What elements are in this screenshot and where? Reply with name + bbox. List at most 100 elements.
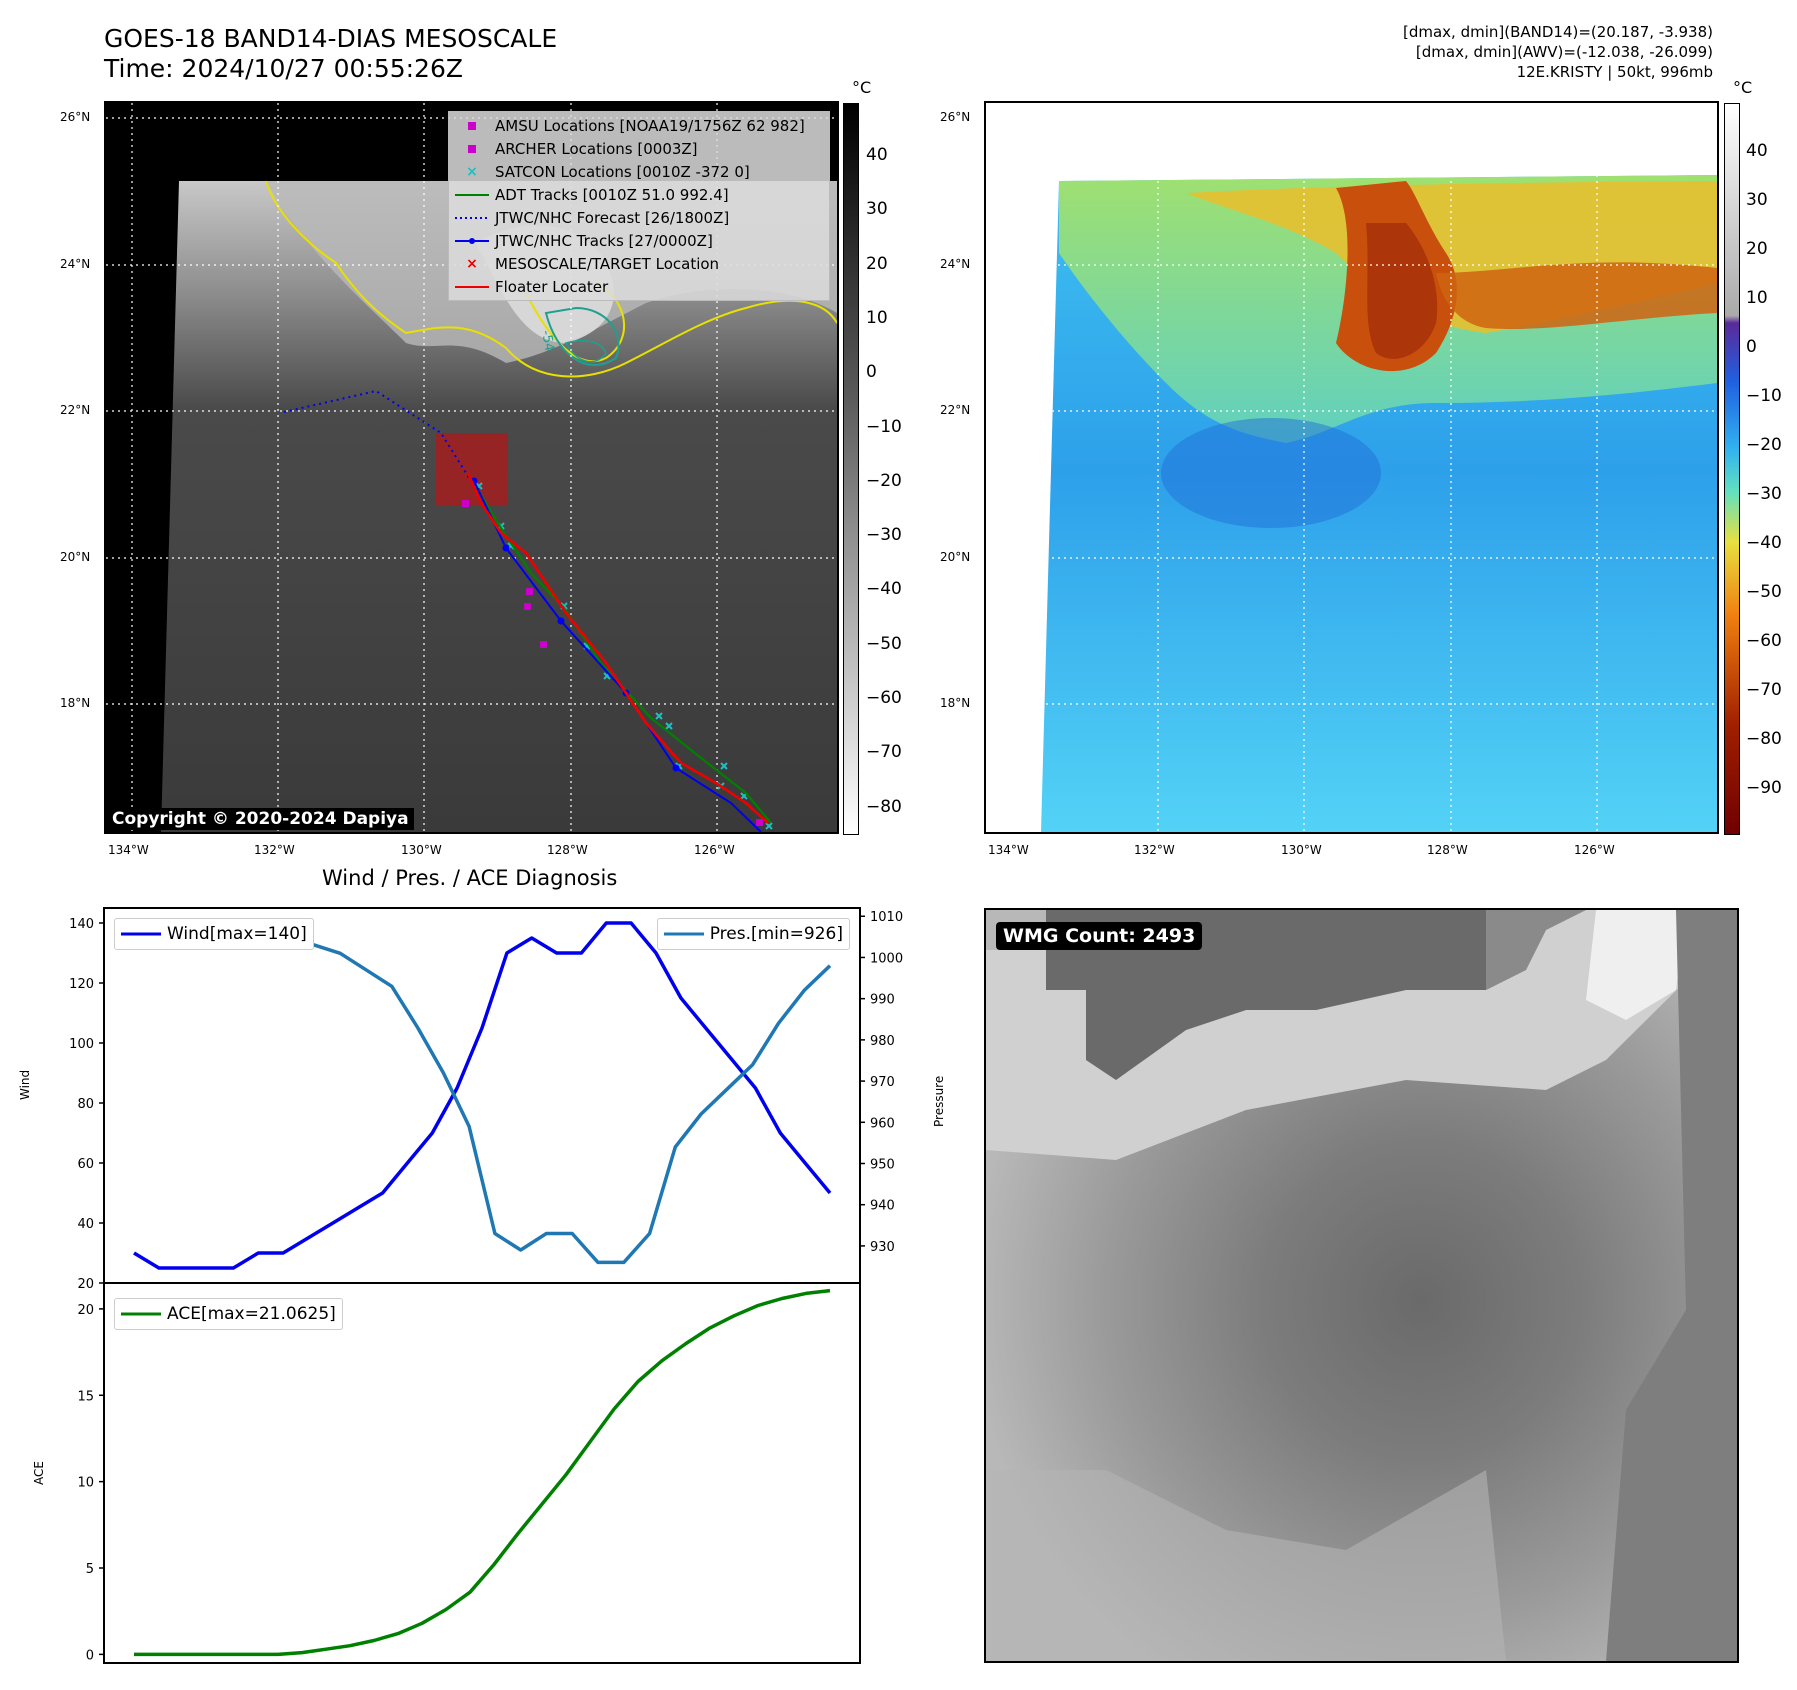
ir-map-panel: -54 bbox=[104, 101, 839, 834]
pressure-axis-tick-label: 950 bbox=[870, 1157, 895, 1172]
wind-axis-tick-label: 60 bbox=[77, 1157, 94, 1172]
ace-series-line bbox=[134, 1288, 831, 1657]
wv-colorbar-tick: 10 bbox=[1746, 288, 1768, 308]
line-icon bbox=[455, 285, 489, 288]
ir-colorbar-tick: −60 bbox=[866, 688, 902, 708]
ace-legend: ACE[max=21.0625] bbox=[114, 1298, 343, 1330]
ir-colorbar bbox=[843, 103, 859, 835]
diag-panel: 140 120 100 80 60 40 20 1010 1000 990 980 970 960 950… bbox=[69, 907, 903, 1664]
ir-colorbar-tick: 0 bbox=[866, 362, 877, 383]
dotted-line-icon bbox=[455, 216, 489, 219]
wind-axis-tick-label: 100 bbox=[69, 1037, 94, 1052]
square-marker-icon bbox=[468, 121, 476, 130]
lat-label: 20°N bbox=[60, 550, 91, 564]
ir-colorbar-tick: 30 bbox=[866, 199, 888, 220]
legend-item-floater: Floater Locater bbox=[449, 275, 829, 298]
lat-label: 26°N bbox=[60, 110, 91, 124]
wv-colorbar-tick: −70 bbox=[1746, 680, 1782, 700]
wind-axis-tick-label: 40 bbox=[77, 1217, 94, 1232]
ace-axis-tick-label: 5 bbox=[86, 1562, 94, 1577]
legend-item-adt: ADT Tracks [0010Z 51.0 992.4] bbox=[449, 183, 829, 206]
wv-colorbar-tick: −80 bbox=[1746, 729, 1782, 749]
title-line-1: GOES-18 BAND14-DIAS MESOSCALE bbox=[104, 24, 558, 53]
pres-legend: Pres.[min=926] bbox=[656, 918, 850, 950]
ir-colorbar-tick: 20 bbox=[866, 253, 888, 274]
wind-legend: Wind[max=140] bbox=[114, 918, 314, 950]
line-dot-icon bbox=[455, 237, 489, 244]
wv-colorbar-unit: °C bbox=[1733, 78, 1753, 97]
pressure-axis-tick-label: 970 bbox=[870, 1075, 895, 1090]
pressure-series-line bbox=[134, 926, 832, 1265]
info-line-3: 12E.KRISTY | 50kt, 996mb bbox=[1516, 63, 1713, 81]
wv-colorbar-tick: −30 bbox=[1746, 484, 1782, 504]
wv-colorbar-tick: −50 bbox=[1746, 582, 1782, 602]
wv-colorbar-tick: −60 bbox=[1746, 631, 1782, 651]
wind-axis-tick-label: 20 bbox=[77, 1277, 94, 1292]
lon-label: 132°W bbox=[254, 843, 295, 857]
ace-axis-label: ACE bbox=[32, 1461, 46, 1485]
lat-label: 26°N bbox=[940, 110, 971, 124]
ir-colorbar-tick: −50 bbox=[866, 633, 902, 654]
ace-axis-tick-label: 0 bbox=[86, 1648, 94, 1663]
target-box bbox=[436, 433, 508, 505]
wv-colorbar-tick: −90 bbox=[1746, 778, 1782, 798]
legend-item-target: × MESOSCALE/TARGET Location bbox=[466, 254, 720, 273]
lon-label: 134°W bbox=[988, 843, 1029, 857]
wv-map-image bbox=[986, 103, 1717, 832]
wind-axis-tick-label: 80 bbox=[77, 1097, 94, 1112]
legend-item-satcon: × SATCON Locations [0010Z -372 0] bbox=[466, 162, 750, 181]
pressure-axis-tick-label: 930 bbox=[870, 1240, 895, 1255]
pressure-axis-tick-label: 960 bbox=[870, 1116, 895, 1131]
pressure-axis-tick-label: 980 bbox=[870, 1034, 895, 1049]
title-line-2: Time: 2024/10/27 00:55:26Z bbox=[104, 54, 463, 83]
wv-colorbar bbox=[1724, 103, 1740, 835]
ir-colorbar-tick: −10 bbox=[866, 416, 902, 437]
square-marker-icon bbox=[468, 144, 476, 153]
pressure-axis-label: Pressure bbox=[932, 1075, 946, 1127]
wmg-image bbox=[986, 910, 1737, 1661]
wind-axis-tick-label: 120 bbox=[69, 977, 94, 992]
ace-axis-tick-label: 20 bbox=[77, 1303, 94, 1318]
diag-chart: 1401201008060402010101000990980970960950… bbox=[69, 907, 903, 1664]
wv-colorbar-tick: 0 bbox=[1746, 337, 1757, 357]
lon-label: 134°W bbox=[108, 843, 149, 857]
line-icon bbox=[455, 193, 489, 196]
lon-label: 128°W bbox=[547, 843, 588, 857]
pressure-axis-tick-label: 1000 bbox=[870, 951, 903, 966]
wv-colorbar-tick: 30 bbox=[1746, 190, 1768, 210]
lat-label: 24°N bbox=[60, 257, 91, 271]
ir-colorbar-tick: −40 bbox=[866, 579, 902, 600]
wmg-count: WMG Count: 2493 bbox=[996, 922, 1203, 950]
ir-colorbar-tick: −70 bbox=[866, 742, 902, 763]
figure-title: GOES-18 BAND14-DIAS MESOSCALE Time: 2024… bbox=[104, 24, 557, 84]
pressure-axis-tick-label: 940 bbox=[870, 1199, 895, 1214]
ir-colorbar-tick: −80 bbox=[866, 796, 902, 817]
wind-pressure-frame bbox=[103, 907, 861, 1284]
lat-label: 20°N bbox=[940, 550, 971, 564]
wv-colorbar-tick: 20 bbox=[1746, 239, 1768, 259]
legend-item-amsu: AMSU Locations [NOAA19/1756Z 62 982] bbox=[449, 114, 829, 137]
lat-label: 22°N bbox=[940, 403, 971, 417]
wv-colorbar-tick: −10 bbox=[1746, 386, 1782, 406]
legend-item-jtwc: JTWC/NHC Tracks [27/0000Z] bbox=[449, 229, 829, 252]
wv-colorbar-tick: 40 bbox=[1746, 141, 1768, 161]
wv-map-panel bbox=[984, 101, 1719, 834]
wind-axis-tick-label: 140 bbox=[69, 917, 94, 932]
ace-frame bbox=[103, 1282, 861, 1664]
lon-label: 130°W bbox=[1281, 843, 1322, 857]
storm-info: [dmax, dmin](BAND14)=(20.187, -3.938) [d… bbox=[1403, 22, 1713, 82]
wind-series-line bbox=[133, 921, 832, 1270]
wv-colorbar-tick: −40 bbox=[1746, 533, 1782, 553]
x-marker-icon: × bbox=[466, 163, 478, 180]
lon-label: 130°W bbox=[401, 843, 442, 857]
ace-axis-tick-label: 10 bbox=[77, 1476, 94, 1491]
copyright: Copyright © 2020-2024 Dapiya bbox=[107, 808, 414, 830]
wmg-panel: WMG Count: 2493 bbox=[984, 908, 1739, 1663]
pressure-axis-tick-label: 990 bbox=[870, 993, 895, 1008]
line-icon bbox=[121, 932, 161, 936]
ir-colorbar-unit: °C bbox=[852, 78, 872, 97]
map-legend: AMSU Locations [NOAA19/1756Z 62 982] ARC… bbox=[448, 111, 830, 301]
diag-title: Wind / Pres. / ACE Diagnosis bbox=[322, 866, 618, 890]
lat-label: 22°N bbox=[60, 403, 91, 417]
lon-label: 128°W bbox=[1427, 843, 1468, 857]
